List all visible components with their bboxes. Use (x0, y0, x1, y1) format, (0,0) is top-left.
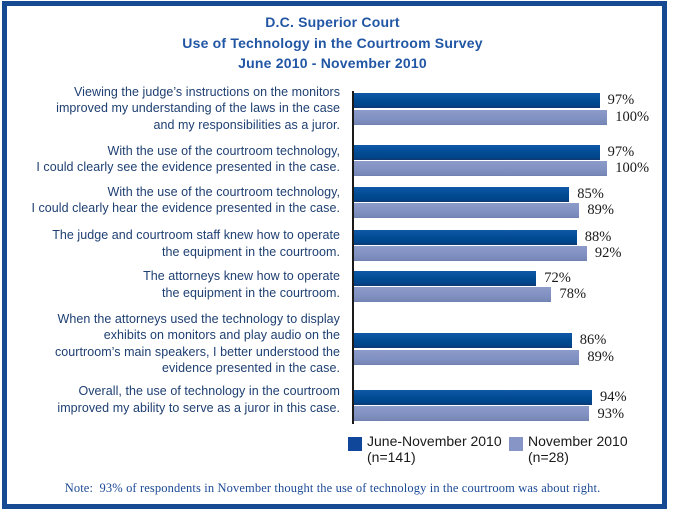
value-label-q6-s0: 86% (579, 332, 607, 349)
value-label-q6-s1: 89% (587, 348, 614, 365)
bar-november-2010-q4 (353, 246, 587, 262)
value-label-q7-s1: 93% (597, 405, 625, 422)
bar-june-november-2010-q6 (353, 333, 572, 348)
bar-november-2010-q6 (353, 349, 580, 365)
value-label-q1-s1: 100% (615, 108, 650, 125)
value-label-q2-s0: 97% (607, 143, 635, 160)
bar-june-november-2010-q7 (353, 389, 592, 405)
page-border (2, 1, 667, 509)
value-label-q5-s0: 72% (544, 269, 571, 286)
value-label-q3-s0: 85% (577, 185, 604, 202)
category-label-4: The judge and courtroom staff knew how t… (52, 228, 340, 259)
legend-label-text: November 2010 (528, 433, 628, 449)
title-line-1: D.C. Superior Court (265, 14, 400, 30)
value-label-q4-s0: 88% (584, 228, 612, 245)
legend-label-november: November 2010 (n=28) (528, 433, 628, 465)
title-line-3: June 2010 - November 2010 (238, 55, 427, 71)
bar-june-november-2010-q1 (353, 93, 600, 108)
legend-label-text: June-November 2010 (367, 433, 502, 449)
category-label-6: When the attorneys used the technology t… (54, 311, 340, 376)
legend-n-text: (n=28) (528, 449, 569, 465)
value-label-q2-s1: 100% (615, 160, 650, 177)
legend-swatch-june-november (348, 437, 362, 451)
title-line-2: Use of Technology in the Courtroom Surve… (182, 34, 483, 51)
bar-november-2010-q5 (353, 287, 552, 303)
value-label-q7-s0: 94% (599, 389, 627, 406)
bar-november-2010-q3 (353, 203, 580, 219)
bar-november-2010-q7 (353, 406, 590, 422)
y-axis-line (352, 91, 354, 424)
category-label-3: With the use of the courtroom technology… (31, 184, 340, 216)
category-label-2: With the use of the courtroom technology… (36, 143, 340, 175)
bar-november-2010-q1 (353, 109, 608, 125)
value-label-q3-s1: 89% (587, 202, 614, 219)
bar-june-november-2010-q3 (353, 186, 570, 202)
legend-n-text: (n=141) (367, 449, 416, 465)
bar-november-2010-q2 (353, 161, 608, 177)
category-label-1: Viewing the judge’s instructions on the … (56, 84, 340, 132)
category-label-7: Overall, the use of technology in the co… (57, 384, 340, 415)
footnote: Note: 93% of respondents in November tho… (64, 481, 601, 495)
value-label-q5-s1: 78% (559, 286, 587, 303)
category-label-5: The attorneys knew how to operate the equ… (143, 269, 340, 300)
value-label-q1-s0: 97% (607, 92, 635, 109)
bar-june-november-2010-q2 (353, 144, 600, 160)
bar-june-november-2010-q5 (353, 270, 537, 286)
legend-swatch-november (509, 437, 523, 451)
bar-june-november-2010-q4 (353, 229, 577, 245)
value-label-q4-s1: 92% (594, 245, 622, 262)
chart-title: D.C. Superior Court Use of Technology in… (7, 12, 658, 74)
legend-label-june-november: June-November 2010 (n=141) (367, 433, 502, 465)
